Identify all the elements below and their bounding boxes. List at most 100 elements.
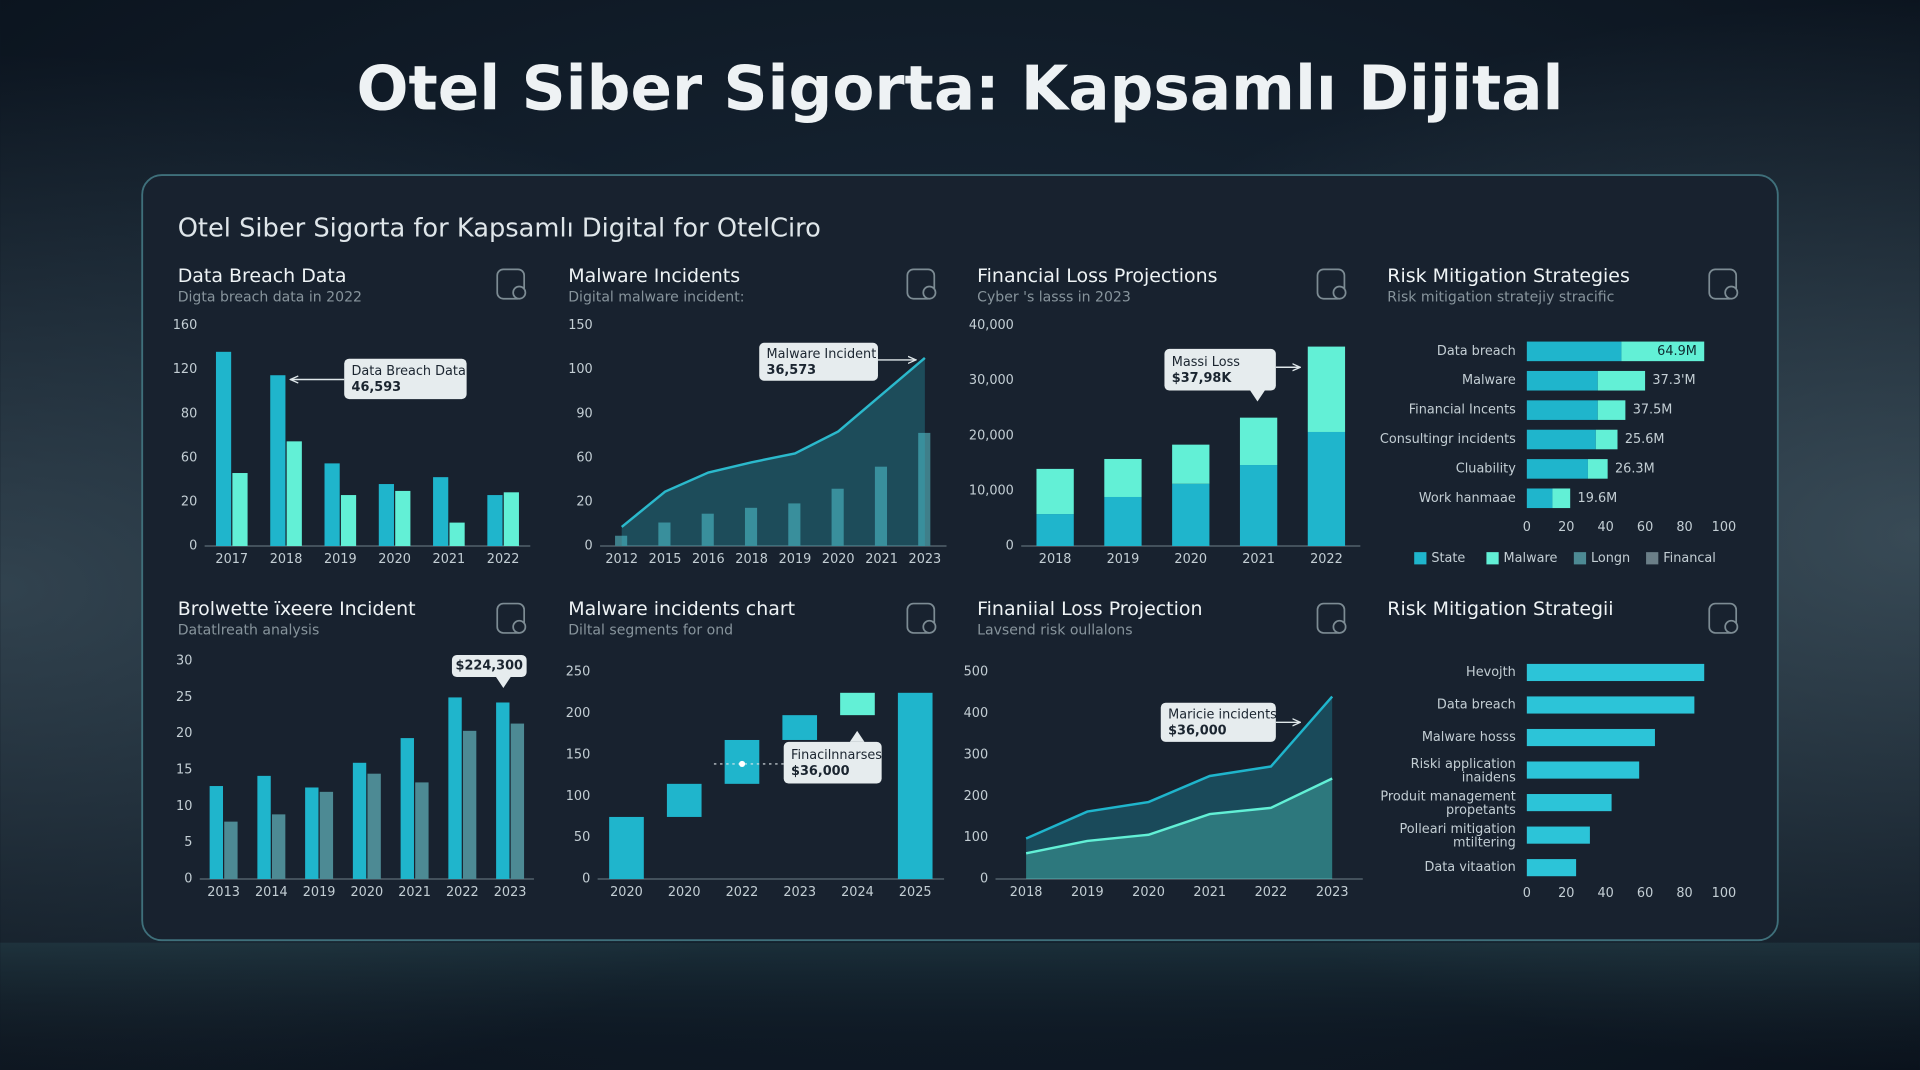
bar xyxy=(1526,794,1612,812)
x-tick-label: 2018 xyxy=(735,552,768,567)
legend-label: Financal xyxy=(1663,551,1716,566)
annotation-value: $36,000 xyxy=(791,764,850,779)
chart-title: Data Breach Data xyxy=(178,265,347,287)
chart-subtitle: Digta breach data in 2022 xyxy=(178,289,362,305)
bar xyxy=(270,375,286,547)
x-tick-label: 100 xyxy=(1712,520,1737,535)
icon xyxy=(1724,619,1739,634)
y-tick-label: 200 xyxy=(566,706,591,721)
panel xyxy=(141,174,1779,942)
bar-segment xyxy=(1552,488,1571,509)
y-tick-label: Malware xyxy=(1462,373,1516,388)
annotation-title: Massi Loss xyxy=(1172,355,1240,370)
x-tick-label: 0 xyxy=(1523,520,1531,535)
x-tick-label: 0 xyxy=(1523,886,1531,901)
bar xyxy=(415,782,429,880)
x-tick-label: 2019 xyxy=(1107,552,1140,567)
y-tick-label: 60 xyxy=(576,450,592,465)
chart-subtitle: Digital malware incident: xyxy=(568,289,744,305)
x-tick-label: 2014 xyxy=(255,885,288,900)
x-tick-label: 2020 xyxy=(822,552,855,567)
legend-label: Longn xyxy=(1591,551,1630,566)
annotation-value: $224,300 xyxy=(456,658,523,673)
annotation-value: 36,573 xyxy=(767,363,817,378)
x-tick-label: 2019 xyxy=(324,552,357,567)
x-tick-label: 2023 xyxy=(1316,885,1349,900)
bar xyxy=(831,488,844,547)
chart-title: Finaniial Loss Projection xyxy=(977,598,1202,620)
y-tick-label: Consultingr incidents xyxy=(1380,432,1516,447)
y-tick-label: 150 xyxy=(566,747,591,762)
annotation-box xyxy=(1164,348,1276,391)
bar xyxy=(232,473,248,547)
x-tick-label: 2020 xyxy=(1174,552,1207,567)
floor xyxy=(0,942,1920,1070)
y-tick-label: Data breach xyxy=(1437,697,1516,712)
y-tick-label: 15 xyxy=(176,763,192,778)
y-tick-label: 10,000 xyxy=(969,483,1014,498)
icon xyxy=(1316,268,1346,300)
bar-label: 19.6M xyxy=(1578,491,1618,506)
icon xyxy=(1708,602,1738,634)
x-tick-label: 2022 xyxy=(726,885,759,900)
legend-swatch xyxy=(1414,552,1427,565)
bar-segment xyxy=(1036,514,1074,547)
y-tick-label: 0 xyxy=(980,872,988,887)
y-tick-label: 400 xyxy=(964,706,989,721)
annotation-value: $37,98K xyxy=(1172,371,1233,386)
x-tick-label: 2023 xyxy=(783,885,816,900)
icon xyxy=(906,268,936,300)
y-tick-label: 120 xyxy=(173,362,198,377)
annotation-box xyxy=(451,654,527,678)
area-fill xyxy=(621,357,925,547)
annotation-box xyxy=(344,358,467,400)
x-tick-label: 60 xyxy=(1637,886,1653,901)
x-tick-label: 2024 xyxy=(841,885,874,900)
y-tick-label: 300 xyxy=(964,747,989,762)
bar xyxy=(487,495,503,547)
bar-segment xyxy=(1104,496,1142,547)
annotation-title: Finacilnnarses xyxy=(791,748,882,763)
waterfall-bar xyxy=(840,692,875,716)
y-tick-label: 100 xyxy=(964,830,989,845)
bar xyxy=(433,477,449,547)
icon xyxy=(1724,285,1739,300)
y-tick-label: 5 xyxy=(184,835,192,850)
x-tick-label: 2022 xyxy=(1255,885,1288,900)
bar-segment xyxy=(1526,459,1588,479)
area-fill xyxy=(1026,778,1333,880)
bar xyxy=(286,441,302,547)
icon xyxy=(496,268,526,300)
bar-segment xyxy=(1307,431,1346,547)
page-title: Otel Siber Sigorta: Kapsamlı Dijital xyxy=(357,54,1564,125)
y-tick-label: 0 xyxy=(189,539,197,554)
bar-segment xyxy=(1307,346,1346,432)
y-tick-label: 100 xyxy=(566,789,591,804)
x-tick-label: 2022 xyxy=(487,552,520,567)
waterfall-bar xyxy=(782,715,818,740)
y-tick-label: Data breach xyxy=(1437,344,1516,359)
bar xyxy=(462,730,477,880)
x-tick-label: 2020 xyxy=(668,885,701,900)
icon xyxy=(922,619,937,634)
chart-card: Finaniial Loss Projection Lavsend risk ou… xyxy=(964,598,1363,900)
x-tick-label: 2017 xyxy=(215,552,248,567)
chart-subtitle: Diltal segments for ond xyxy=(568,622,733,638)
waterfall-bar xyxy=(666,783,702,817)
bar-label: 64.9M xyxy=(1657,344,1697,359)
x-tick-label: 60 xyxy=(1637,520,1653,535)
line xyxy=(620,357,926,528)
bar-label: 25.6M xyxy=(1625,432,1665,447)
bar-segment xyxy=(1239,417,1278,466)
bar xyxy=(1526,728,1655,747)
legend-swatch xyxy=(1646,552,1659,565)
x-tick-label: 2012 xyxy=(605,552,638,567)
line xyxy=(1025,695,1334,840)
bar xyxy=(510,723,525,880)
annotation-title: Maricie incidents xyxy=(1168,707,1277,722)
bar xyxy=(1526,696,1695,714)
bar-segment xyxy=(1587,459,1608,479)
bar xyxy=(449,522,465,547)
bar-segment xyxy=(1526,400,1598,420)
annotation-value: 46,593 xyxy=(352,380,402,395)
